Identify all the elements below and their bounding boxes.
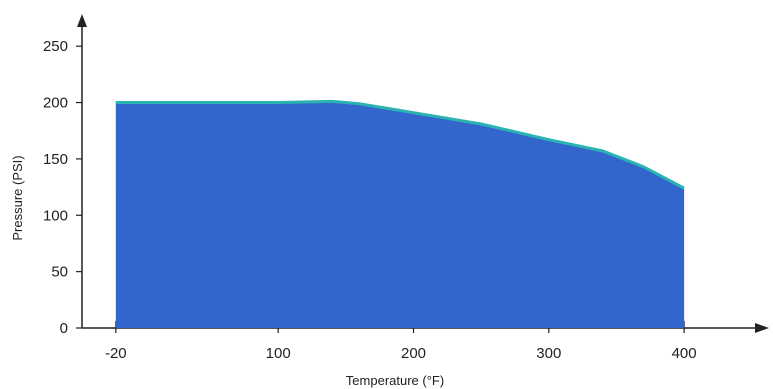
y-tick-label: 200 [43, 95, 68, 112]
y-tick-label: 100 [43, 207, 68, 224]
x-tick-label: 100 [266, 345, 291, 362]
x-tick-label: 200 [401, 345, 426, 362]
y-tick-labels: 0 50 100 150 200 250 [43, 38, 68, 337]
y-axis-title: Pressure (PSI) [10, 155, 25, 240]
y-tick-label: 0 [60, 320, 68, 337]
y-tick-label: 250 [43, 38, 68, 55]
x-axis-arrow-icon [755, 323, 769, 333]
x-tick-label: -20 [105, 345, 127, 362]
area-fill-series-0 [115, 101, 685, 329]
area-layer [115, 99, 685, 329]
x-tick-labels: -20 100 200 300 400 [105, 345, 697, 362]
x-tick-label: 400 [672, 345, 697, 362]
y-axis-arrow-icon [77, 14, 87, 27]
y-tick-label: 50 [51, 264, 68, 281]
x-tick-label: 300 [536, 345, 561, 362]
x-axis-title: Temperature (°F) [346, 373, 444, 388]
series-line-0 [115, 99, 685, 190]
y-tick-label: 150 [43, 151, 68, 168]
